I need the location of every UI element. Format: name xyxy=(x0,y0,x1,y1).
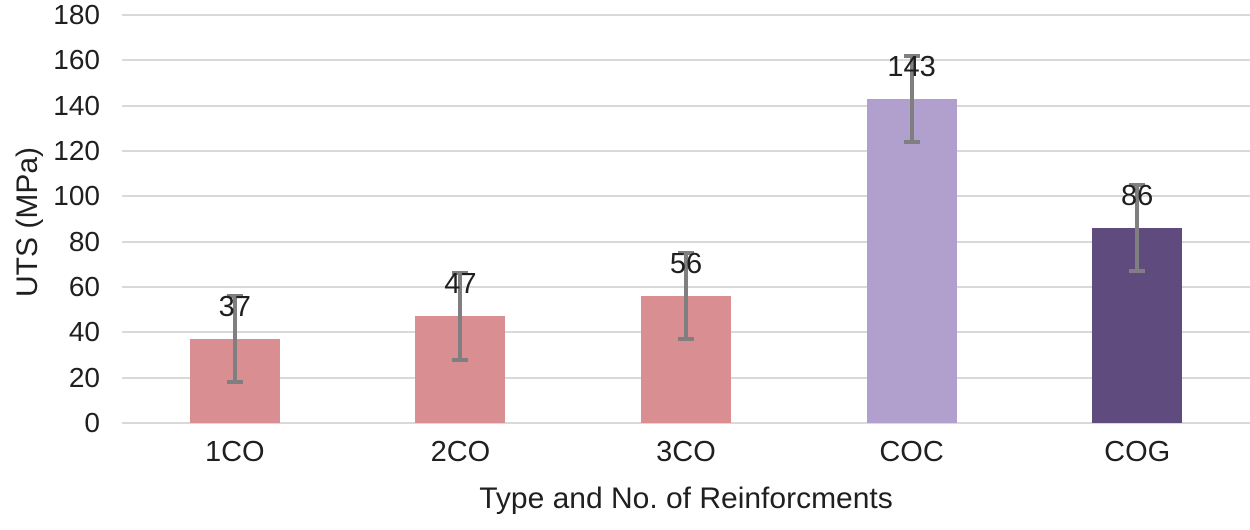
data-label: 37 xyxy=(218,291,251,324)
error-bar-cap-bottom xyxy=(903,139,920,144)
x-tick-label: COG xyxy=(1104,436,1171,468)
y-tick-label: 0 xyxy=(84,407,100,438)
data-label: 56 xyxy=(669,248,703,280)
y-tick-label: 180 xyxy=(53,0,100,30)
error-bar-cap-top xyxy=(903,53,920,58)
error-bar-whisker xyxy=(909,55,914,142)
gridline xyxy=(122,240,1250,243)
x-tick-label: COC xyxy=(879,436,944,468)
bar-coc xyxy=(866,98,957,423)
error-bar-cap-bottom xyxy=(1129,269,1146,274)
error-bar-whisker xyxy=(458,273,463,360)
error-bar-cap-top xyxy=(678,251,694,255)
data-label: 143 xyxy=(887,50,936,83)
gridline xyxy=(122,14,1250,16)
x-axis-title: Type and No. of Reinforcments xyxy=(479,482,893,515)
x-tick-label: 2CO xyxy=(430,436,491,468)
gridline xyxy=(122,195,1250,198)
error-bar-cap-top xyxy=(226,294,243,299)
gridline xyxy=(122,422,1250,424)
gridline xyxy=(122,150,1250,152)
x-tick-label: 1CO xyxy=(204,436,265,468)
y-tick-label: 160 xyxy=(53,44,100,76)
y-tick-label: 60 xyxy=(68,271,100,302)
y-tick-label: 40 xyxy=(68,316,100,348)
y-tick-label: 20 xyxy=(68,361,100,393)
y-tick-label: 140 xyxy=(53,89,100,121)
gridline xyxy=(122,104,1250,107)
y-tick-label: 80 xyxy=(68,225,100,257)
data-label: 86 xyxy=(1121,180,1154,212)
gridline xyxy=(122,59,1250,62)
error-bar-cap-bottom xyxy=(226,380,243,385)
y-tick-label: 100 xyxy=(53,180,100,212)
error-bar-whisker xyxy=(1135,185,1140,272)
error-bar-whisker xyxy=(684,253,688,340)
y-tick-label: 120 xyxy=(53,135,100,166)
error-bar-cap-bottom xyxy=(452,357,469,362)
x-tick-label: 3CO xyxy=(656,436,716,468)
error-bar-cap-top xyxy=(1129,183,1146,187)
error-bar-cap-bottom xyxy=(678,337,694,342)
data-label: 47 xyxy=(444,268,477,301)
error-bar-whisker xyxy=(232,296,237,383)
error-bar-cap-top xyxy=(452,271,469,276)
